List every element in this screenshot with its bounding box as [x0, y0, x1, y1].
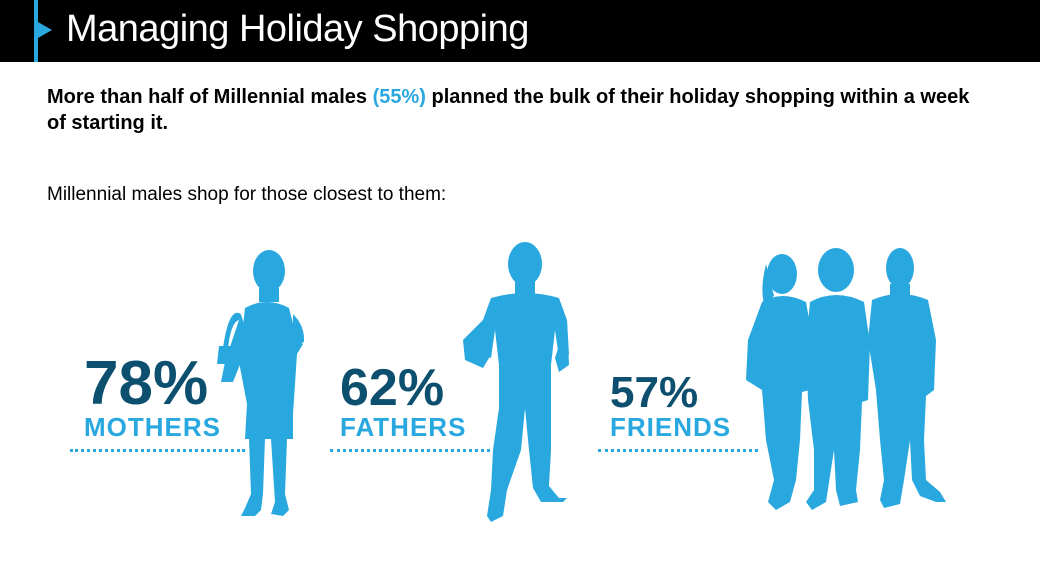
headline: More than half of Millennial males (55%)…	[47, 84, 987, 136]
headline-text-start: More than half of Millennial males	[47, 86, 373, 108]
play-arrow-icon	[38, 22, 52, 38]
stat-value-mothers: 78%	[84, 349, 209, 418]
stat-label-friends: FRIENDS	[610, 412, 732, 442]
headline-highlight: (55%)	[372, 86, 426, 108]
page-title: Managing Holiday Shopping	[66, 8, 529, 50]
stat-value-friends: 57%	[610, 368, 699, 417]
stat-label-mothers: MOTHERS	[84, 412, 221, 442]
subheading: Millennial males shop for those closest …	[47, 184, 447, 205]
dotted-divider-friends	[598, 449, 758, 452]
header-banner: Managing Holiday Shopping	[0, 0, 1040, 62]
stat-value-fathers: 62%	[340, 359, 445, 417]
header-accent-bar	[34, 0, 38, 62]
dotted-divider-mothers	[70, 449, 245, 452]
dotted-divider-fathers	[330, 449, 490, 452]
woman-silhouette-icon	[217, 250, 305, 516]
stat-label-fathers: FATHERS	[340, 412, 467, 442]
man-silhouette-icon	[463, 242, 569, 522]
headline-text-end: planned the bulk of their holiday shoppi…	[47, 86, 970, 134]
friends-group-silhouette-icon	[746, 248, 946, 510]
